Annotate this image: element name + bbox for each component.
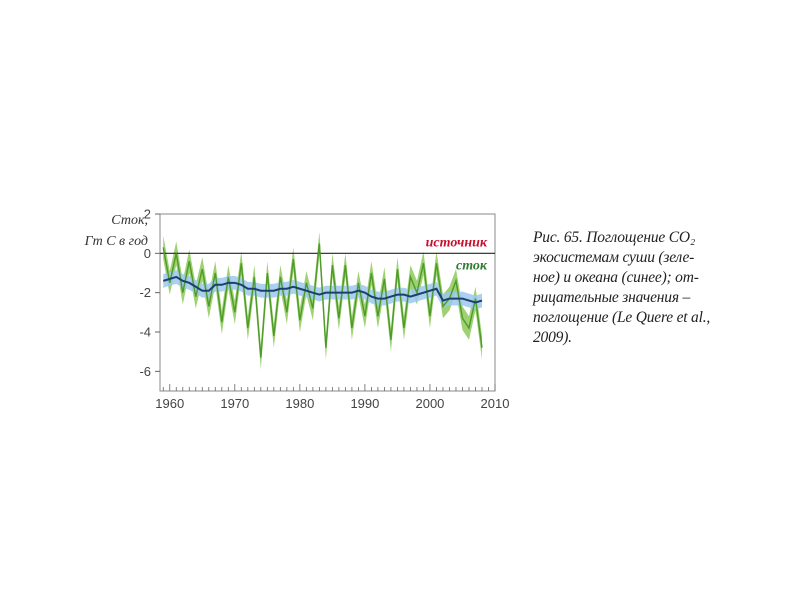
y-tick-label-0: 2	[144, 207, 151, 222]
y-axis-label-line1: Сток,	[111, 213, 148, 228]
source-label: источник	[426, 235, 488, 250]
caption-line-2: экосистемам суши (зеле-	[533, 249, 695, 266]
caption-line-6: 2009).	[533, 329, 572, 346]
y-tick-label-3: -4	[139, 325, 151, 340]
plot-area: 2 0 -2 -4 -6 1960 1970 1980 1990 2000 2010 источник…	[139, 207, 509, 412]
ocean-sink-line	[162, 275, 483, 304]
caption-line-4: рицательные значения –	[533, 289, 691, 306]
x-tick-label-5: 2010	[481, 396, 510, 411]
figure-caption: Рис. 65. Поглощение CO₂ экосистемам суши…	[533, 228, 773, 348]
chart-svg: Сток, Гт С в год 2 0 -2 -4 -6 1960 1970 1980 199…	[84, 207, 510, 412]
x-tick-label-4: 2000	[415, 396, 444, 411]
x-tick-label-1: 1970	[220, 396, 249, 411]
y-axis-label-line2: Гт С в год	[84, 234, 148, 249]
sink-label: сток	[456, 258, 488, 273]
plot-frame	[159, 213, 496, 392]
caption-line-1: Рис. 65. Поглощение CO₂	[533, 229, 696, 246]
y-tick-label-1: 0	[144, 246, 151, 261]
y-tick-label-2: -2	[139, 285, 151, 300]
x-tick-label-0: 1960	[155, 396, 184, 411]
caption-line-3: ное) и океана (синее); от-	[533, 269, 699, 286]
x-tick-label-3: 1990	[350, 396, 379, 411]
x-tick-label-2: 1980	[285, 396, 314, 411]
land-sink-line	[162, 243, 483, 358]
y-tick-label-4: -6	[139, 364, 151, 379]
caption-line-5: поглощение (Le Quere et al.,	[533, 309, 711, 326]
co2-sink-chart: Сток, Гт С в год 2 0 -2 -4 -6 1960 1970 1980 199…	[40, 200, 520, 430]
